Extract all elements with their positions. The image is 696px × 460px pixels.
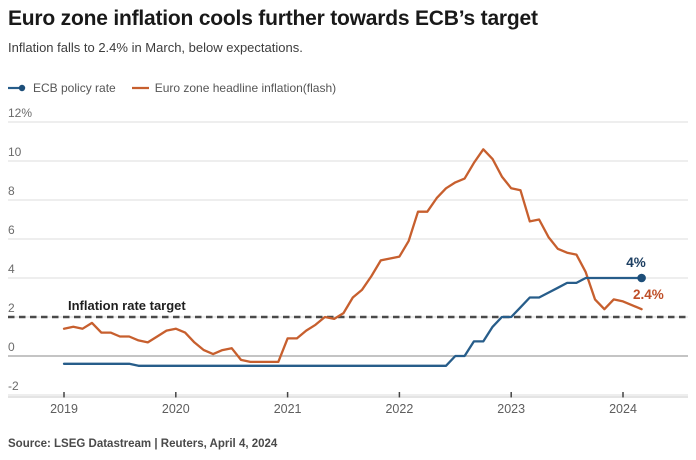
line-marker-icon [131,86,149,90]
inflation-target-label: Inflation rate target [68,298,186,313]
legend-label: ECB policy rate [33,81,116,95]
legend-item-ecb-policy-rate: ECB policy rate [8,81,116,95]
x-tick-label: 2023 [497,402,525,416]
y-tick-label: 0 [8,340,15,354]
series-line-ecb-policy-rate [62,276,643,367]
series-end-dot [637,273,646,283]
source-attribution: Source: LSEG Datastream | Reuters, April… [8,438,278,450]
x-tick-label: 2019 [50,402,78,416]
y-tick-label: 2 [8,301,15,315]
legend-label: Euro zone headline inflation(flash) [154,81,337,95]
inflation-end-label: 2.4% [633,287,664,302]
policy-rate-end-label: 4% [626,255,646,270]
y-tick-label: 12% [8,106,32,120]
y-tick-label: 4 [8,262,15,276]
page-subtitle: Inflation falls to 2.4% in March, below … [8,40,303,55]
chart-legend: ECB policy rate Euro zone headline infla… [8,81,336,95]
legend-item-headline-inflation: Euro zone headline inflation(flash) [131,81,337,95]
line-dot-marker-icon [8,84,26,92]
y-tick-label: 10 [8,145,22,159]
y-tick-label: -2 [8,379,19,393]
y-tick-label: 6 [8,223,15,237]
y-tick-label: 8 [8,184,15,198]
x-tick-label: 2020 [162,402,190,416]
chart-plot: 12% 10 8 6 4 2 0 -2 2019 2020 2021 2022 2023 2024 [8,106,688,416]
page-title: Euro zone inflation cools further toward… [8,7,538,30]
x-tick-label: 2021 [274,402,302,416]
x-tick-label: 2022 [385,402,413,416]
series-line-euro-zone-headline-inflation-flash- [62,148,643,364]
x-tick-label: 2024 [609,402,637,416]
